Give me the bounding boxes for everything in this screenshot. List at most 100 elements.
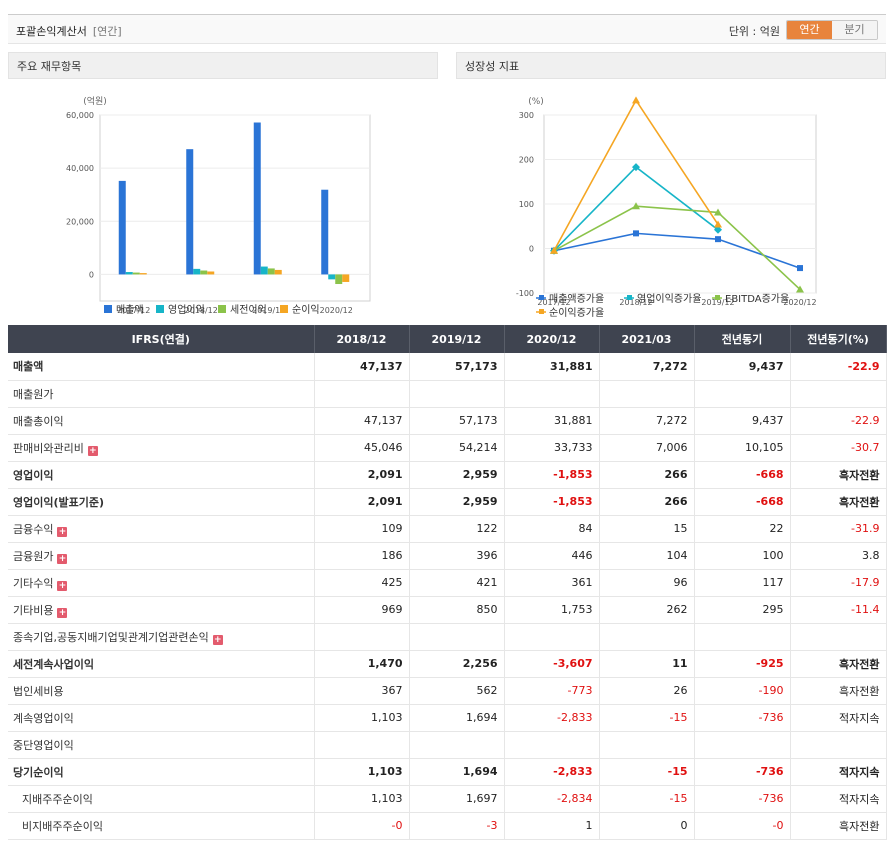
- table-cell: 1,103: [314, 704, 410, 732]
- table-cell: 흑자전환: [790, 812, 887, 840]
- table-cell: 흑자전환: [790, 650, 887, 678]
- legend-marker: [539, 309, 544, 314]
- table-cell: 562: [409, 677, 505, 705]
- row-label: 법인세비용: [8, 677, 315, 705]
- table-cell: -11.4: [790, 596, 887, 624]
- table-cell: 117: [694, 569, 791, 597]
- point-EBITDA증가율: [714, 208, 722, 216]
- row-label: 기타수익 +: [8, 569, 315, 597]
- expand-plus-icon[interactable]: +: [57, 526, 68, 537]
- table-cell: 0: [599, 812, 695, 840]
- row-label: 금융수익 +: [8, 515, 315, 543]
- line-EBITDA증가율: [553, 205, 801, 291]
- quarter-tab[interactable]: 분기: [832, 21, 877, 39]
- row-label-text: 기타비용: [13, 603, 54, 617]
- row-label: 영업이익: [8, 461, 315, 489]
- table-cell: 1,470: [314, 650, 410, 678]
- bar-영업이익: [260, 266, 268, 275]
- table-cell: [599, 623, 695, 651]
- table-cell: -2,834: [504, 785, 600, 813]
- legend-label: 매출액: [116, 304, 144, 316]
- bar-순이익: [139, 273, 147, 275]
- growth-title: 성장성 지표: [456, 52, 886, 79]
- table-cell: -736: [694, 704, 791, 732]
- bar-세전이익: [267, 268, 275, 275]
- row-label-text: 종속기업,공동지배기업및관계기업관련손익: [13, 630, 209, 644]
- y-tick-label: 0: [529, 245, 534, 254]
- column-header-period: 2019/12: [409, 325, 505, 353]
- table-cell: [790, 731, 887, 759]
- bar-세전이익: [132, 272, 140, 275]
- table-row: 매출총이익 47,137 57,173 31,881 7,272 9,437 -22.9: [8, 407, 887, 435]
- table-row: 매출원가: [8, 380, 887, 408]
- table-cell: -15: [599, 785, 695, 813]
- table-cell: 47,137: [314, 407, 410, 435]
- point-순이익증가율: [714, 220, 722, 228]
- table-cell: 적자지속: [790, 785, 887, 813]
- table-cell: 1,694: [409, 704, 505, 732]
- table-cell: 2,256: [409, 650, 505, 678]
- table-cell: -31.9: [790, 515, 887, 543]
- y-tick-label: 100: [519, 200, 534, 209]
- table-cell: 421: [409, 569, 505, 597]
- table-cell: 7,006: [599, 434, 695, 462]
- table-cell: -736: [694, 785, 791, 813]
- table-cell: 109: [314, 515, 410, 543]
- table-cell: -773: [504, 677, 600, 705]
- bar-매출액: [321, 189, 329, 275]
- column-header-label: IFRS(연결): [8, 325, 315, 353]
- row-label: 종속기업,공동지배기업및관계기업관련손익 +: [8, 623, 315, 651]
- annual-tab[interactable]: 연간: [787, 21, 832, 39]
- point-순이익증가율: [550, 246, 558, 254]
- table-row: 종속기업,공동지배기업및관계기업관련손익 +: [8, 623, 887, 651]
- table-cell: 3.8: [790, 542, 887, 570]
- table-cell: -0: [694, 812, 791, 840]
- legend-swatch: [218, 305, 226, 313]
- y-axis-unit: (억원): [83, 95, 107, 107]
- table-cell: -1,853: [504, 488, 600, 516]
- table-cell: [409, 380, 505, 408]
- row-label-text: 영업이익: [13, 468, 54, 482]
- expand-plus-icon[interactable]: +: [212, 634, 223, 645]
- point-순이익증가율: [632, 96, 640, 104]
- line-매출액증가율: [553, 232, 801, 269]
- table-cell: [694, 380, 791, 408]
- bar-매출액: [186, 149, 194, 275]
- row-label: 매출원가: [8, 380, 315, 408]
- table-cell: [409, 623, 505, 651]
- row-label-text: 당기순이익: [13, 765, 64, 779]
- table-cell: 266: [599, 488, 695, 516]
- legend-label: 영업이익: [168, 303, 205, 316]
- table-cell: 1,694: [409, 758, 505, 786]
- bar-순이익: [274, 269, 282, 275]
- legend-label: 순이익증가율: [549, 307, 604, 319]
- table-cell: 361: [504, 569, 600, 597]
- table-cell: 425: [314, 569, 410, 597]
- row-label: 매출액: [8, 353, 315, 381]
- table-cell: 266: [599, 461, 695, 489]
- table-cell: 흑자전환: [790, 677, 887, 705]
- table-cell: 1: [504, 812, 600, 840]
- expand-plus-icon[interactable]: +: [57, 553, 68, 564]
- table-cell: -668: [694, 461, 791, 489]
- point-영업이익증가율: [632, 163, 640, 172]
- expand-plus-icon[interactable]: +: [87, 445, 98, 456]
- table-cell: -15: [599, 704, 695, 732]
- unit-label: 단위 : 억원: [728, 25, 780, 38]
- table-row: 판매비와관리비 +45,046 54,214 33,733 7,006 10,105 -30…: [8, 434, 887, 462]
- row-label: 매출총이익: [8, 407, 315, 435]
- y-tick-label: -100: [516, 289, 534, 298]
- y-axis-unit: (%): [528, 97, 544, 107]
- column-header-period: 전년동기: [694, 325, 791, 353]
- table-row: 영업이익(발표기준) 2,091 2,959 -1,853 266 -668 흑자전환: [8, 488, 887, 516]
- bar-매출액: [253, 122, 261, 275]
- bar-영업이익: [193, 268, 201, 275]
- legend-swatch: [156, 305, 164, 313]
- row-label-text: 중단영업이익: [13, 738, 74, 752]
- row-label: 세전계속사업이익: [8, 650, 315, 678]
- expand-plus-icon[interactable]: +: [57, 607, 68, 618]
- expand-plus-icon[interactable]: +: [57, 580, 68, 591]
- table-cell: 1,103: [314, 785, 410, 813]
- table-cell: [314, 731, 410, 759]
- table-cell: 45,046: [314, 434, 410, 462]
